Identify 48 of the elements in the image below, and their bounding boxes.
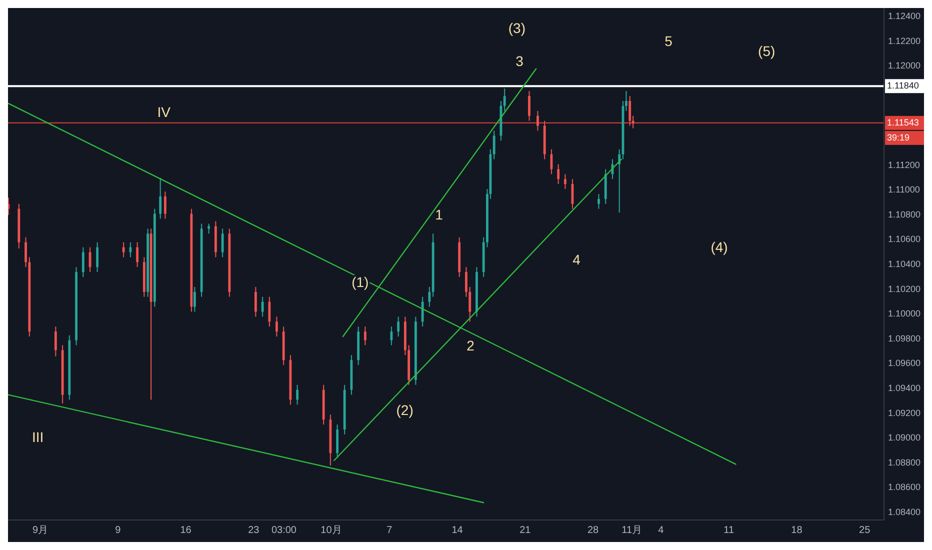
x-tick-label: 21 [520, 525, 532, 536]
y-tick-label: 1.09000 [888, 432, 921, 443]
annotation: III [32, 428, 44, 445]
x-tick-label: 18 [791, 525, 803, 536]
x-tick-label: 28 [588, 525, 600, 536]
y-tick-label: 1.10400 [888, 258, 921, 269]
x-tick-label: 11 [724, 525, 734, 536]
x-tick-label: 14 [452, 525, 464, 536]
x-tick-label: 11月 [622, 525, 642, 536]
text: 39:19 [887, 132, 910, 142]
y-tick-label: 1.09200 [888, 408, 921, 418]
x-tick-label: 7 [386, 525, 393, 536]
annotation: (2) [396, 402, 414, 418]
y-tick-label: 1.09800 [888, 333, 921, 344]
ref-line-label: 1.11840 [887, 80, 919, 90]
x-tick-label: 16 [180, 525, 192, 536]
annotation: (5) [758, 43, 776, 60]
y-tick-label: 1.12400 [888, 11, 921, 22]
annotation: 5 [664, 33, 673, 50]
y-tick-label: 1.10800 [888, 209, 921, 220]
y-tick-label: 1.10000 [888, 308, 921, 319]
annotation: 2 [466, 338, 475, 354]
x-tick-label: 4 [658, 525, 664, 536]
annotation: 3 [516, 52, 524, 69]
y-tick-label: 1.08400 [888, 506, 921, 517]
y-tick-label: 1.08800 [888, 457, 921, 468]
y-tick-label: 1.09600 [888, 358, 921, 368]
y-tick-label: 1.11200 [888, 160, 920, 170]
y-tick-label: 1.12000 [888, 60, 921, 71]
y-tick-label: 1.09400 [888, 382, 921, 393]
annotation: 4 [572, 252, 581, 268]
ref-line-label: 1.11543 [887, 117, 919, 128]
x-tick-label: 9 [115, 525, 122, 536]
x-tick-label: 9月 [32, 525, 48, 536]
annotation: (3) [508, 20, 526, 36]
annotation: 1 [435, 206, 444, 223]
y-tick-label: 1.12200 [888, 36, 921, 46]
annotation: (4) [710, 238, 728, 255]
x-tick-label: 03:00 [271, 525, 297, 536]
y-tick-label: 1.08600 [888, 482, 921, 492]
x-tick-label: 23 [248, 525, 260, 536]
y-tick-label: 1.10600 [888, 234, 921, 244]
annotation: (1) [352, 274, 369, 290]
x-tick-label: 25 [859, 525, 871, 536]
y-tick-label: 1.10200 [888, 284, 921, 294]
annotation: IV [157, 104, 172, 120]
y-tick-label: 1.11000 [888, 184, 920, 195]
x-tick-label: 10月 [320, 525, 342, 536]
